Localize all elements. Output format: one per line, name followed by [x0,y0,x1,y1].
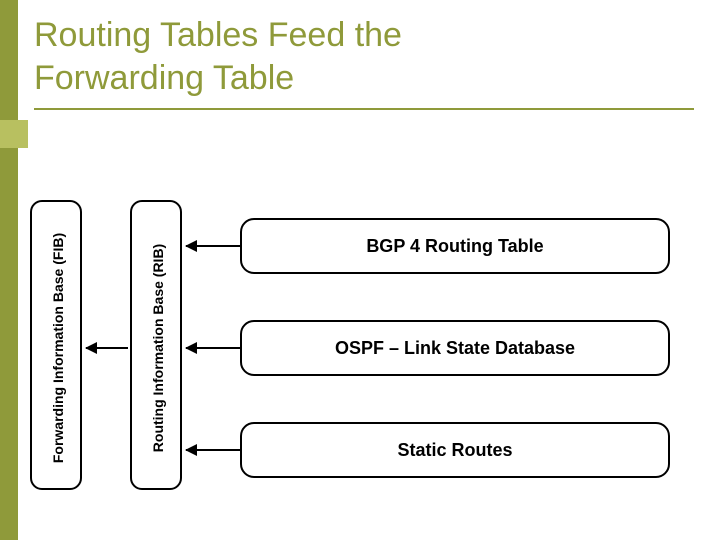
arrow-static-to-rib [186,449,240,451]
arrow-ospf-to-rib [186,347,240,349]
fib-box: Forwarding Information Base (FIB) [30,200,82,490]
arrow-rib-to-fib [86,347,128,349]
arrow-bgp-to-rib [186,245,240,247]
ospf-box: OSPF – Link State Database [240,320,670,376]
accent-bullet-square [0,120,28,148]
slide-title: Routing Tables Feed theForwarding Table [34,14,402,99]
rib-label: Routing Information Base (RIB) [150,204,166,492]
bgp-box: BGP 4 Routing Table [240,218,670,274]
fib-label: Forwarding Information Base (FIB) [50,204,66,492]
bgp-label: BGP 4 Routing Table [366,236,543,257]
title-underline [34,108,694,110]
accent-side-bar [0,0,18,540]
static-label: Static Routes [397,440,512,461]
static-box: Static Routes [240,422,670,478]
rib-box: Routing Information Base (RIB) [130,200,182,490]
ospf-label: OSPF – Link State Database [335,338,575,359]
